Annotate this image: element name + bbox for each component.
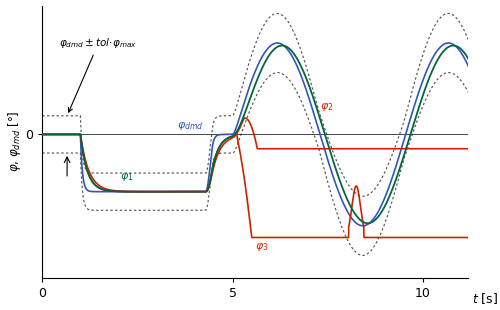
X-axis label: $t$ [s]: $t$ [s] [472, 291, 498, 306]
Text: $\varphi_2$: $\varphi_2$ [320, 101, 334, 113]
Text: $\varphi_{dmd}$: $\varphi_{dmd}$ [178, 120, 204, 132]
Text: $\varphi_{dmd} \pm tol\!\cdot\!\varphi_{max}$: $\varphi_{dmd} \pm tol\!\cdot\!\varphi_{… [60, 36, 138, 112]
Text: $\varphi_1$: $\varphi_1$ [120, 171, 134, 183]
Text: $\varphi_3$: $\varphi_3$ [256, 241, 269, 253]
Y-axis label: $\varphi$, $\varphi_{dmd}$ [°]: $\varphi$, $\varphi_{dmd}$ [°] [6, 111, 22, 172]
